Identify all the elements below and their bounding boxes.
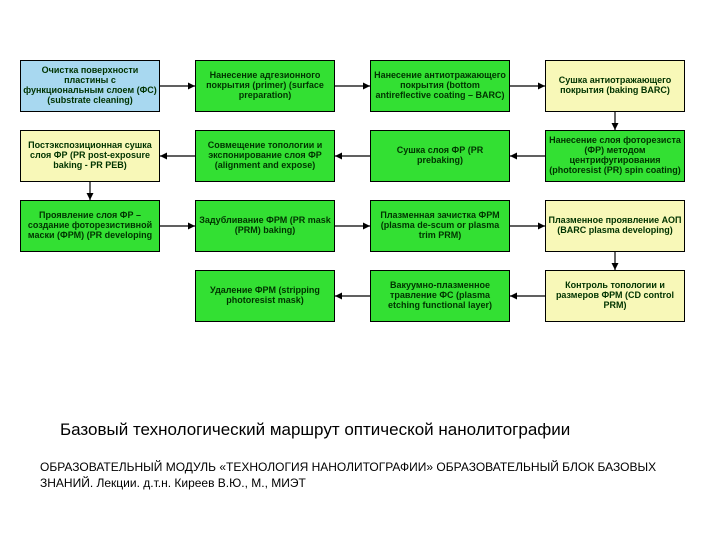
node-n12: Плазменное проявление АОП (BARC plasma d… (545, 200, 685, 252)
node-n5: Постэкспозиционная сушка слоя ФР (PR pos… (20, 130, 160, 182)
node-n14: Вакуумно-плазменное травление ФС (plasma… (370, 270, 510, 322)
node-n9: Проявление слоя ФР – создание фоторезист… (20, 200, 160, 252)
node-n15: Контроль топологии и размеров ФРМ (CD co… (545, 270, 685, 322)
node-n10: Задубливание ФРМ (PR mask (PRM) baking) (195, 200, 335, 252)
node-n13: Удаление ФРМ (stripping photoresist mask… (195, 270, 335, 322)
node-n7: Сушка слоя ФР (PR prebaking) (370, 130, 510, 182)
node-n1: Очистка поверхности пластины с функциона… (20, 60, 160, 112)
node-n8: Нанесение слоя фоторезиста (ФР) методом … (545, 130, 685, 182)
node-n11: Плазменная зачистка ФРМ (plasma de-scum … (370, 200, 510, 252)
footer-text: ОБРАЗОВАТЕЛЬНЫЙ МОДУЛЬ «ТЕХНОЛОГИЯ НАНОЛ… (40, 460, 680, 491)
node-n2: Нанесение адгезионного покрытия (primer)… (195, 60, 335, 112)
node-n6: Совмещение топологии и экспонирование сл… (195, 130, 335, 182)
node-n4: Сушка антиотражающего покрытия (baking B… (545, 60, 685, 112)
diagram-title: Базовый технологический маршрут оптическ… (60, 420, 570, 440)
node-n3: Нанесение антиотражающего покрытия (bott… (370, 60, 510, 112)
flowchart: Очистка поверхности пластины с функциона… (20, 60, 700, 380)
